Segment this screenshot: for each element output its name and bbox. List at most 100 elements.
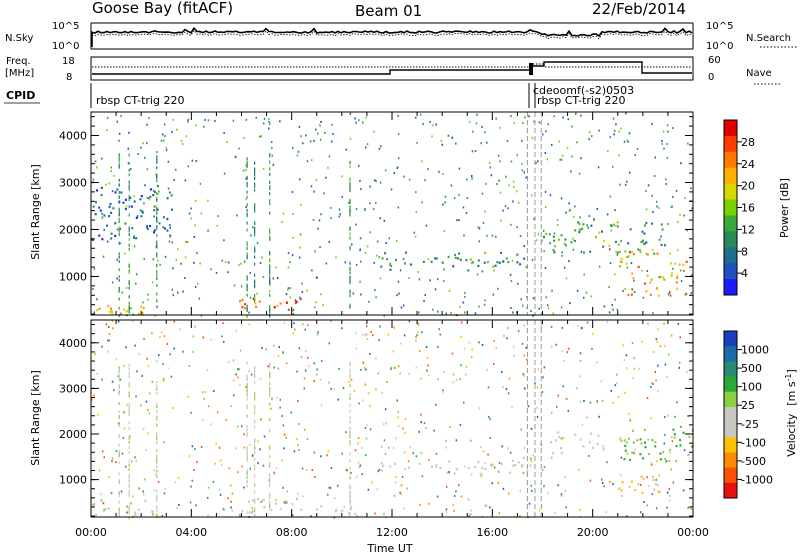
beam-title: Beam 01 bbox=[355, 2, 422, 20]
heatmap-cell bbox=[481, 270, 484, 273]
heatmap-cell bbox=[116, 277, 118, 280]
heatmap-cell bbox=[269, 228, 271, 232]
heatmap-cell bbox=[685, 260, 688, 263]
heatmap-cell bbox=[256, 292, 258, 295]
heatmap-cell bbox=[246, 484, 248, 488]
heatmap-cell bbox=[668, 291, 671, 294]
heatmap-cell bbox=[254, 246, 256, 250]
heatmap-cell bbox=[545, 296, 548, 299]
heatmap-cell bbox=[530, 428, 533, 430]
heatmap-cell bbox=[301, 467, 304, 470]
heatmap-cell bbox=[116, 188, 119, 191]
heatmap-cell bbox=[265, 348, 267, 351]
heatmap-cell bbox=[306, 469, 308, 472]
heatmap-cell bbox=[626, 515, 628, 518]
heatmap-cell bbox=[448, 460, 450, 463]
heatmap-cell bbox=[296, 154, 299, 157]
heatmap-cell bbox=[168, 191, 171, 194]
heatmap-cell bbox=[578, 231, 581, 234]
y-tick-label: 2000 bbox=[59, 428, 87, 441]
heatmap-cell bbox=[690, 274, 693, 277]
heatmap-cell bbox=[110, 237, 113, 240]
heatmap-cell bbox=[118, 200, 120, 204]
heatmap-cell bbox=[491, 463, 494, 466]
heatmap-cell bbox=[254, 294, 256, 298]
heatmap-cell bbox=[146, 142, 148, 145]
heatmap-cell bbox=[492, 265, 495, 268]
heatmap-cell bbox=[306, 289, 308, 292]
heatmap-cell bbox=[447, 255, 450, 258]
heatmap-cell bbox=[126, 505, 129, 508]
heatmap-cell bbox=[246, 163, 248, 167]
heatmap-cell bbox=[268, 123, 271, 126]
heatmap-cell bbox=[625, 354, 628, 357]
heatmap-cell bbox=[355, 223, 357, 226]
heatmap-cell bbox=[611, 304, 613, 307]
heatmap-cell bbox=[315, 276, 318, 279]
heatmap-cell bbox=[101, 157, 103, 160]
heatmap-cell bbox=[327, 166, 329, 169]
heatmap-cell bbox=[130, 205, 133, 208]
heatmap-cell bbox=[415, 191, 417, 194]
heatmap-cell bbox=[642, 239, 644, 242]
heatmap-cell bbox=[243, 433, 245, 436]
heatmap-cell bbox=[631, 250, 634, 254]
heatmap-cell bbox=[262, 464, 265, 467]
heatmap-cell bbox=[353, 390, 356, 392]
heatmap-cell bbox=[156, 198, 158, 202]
heatmap-cell bbox=[600, 380, 602, 383]
heatmap-cell bbox=[573, 215, 575, 218]
heatmap-cell bbox=[238, 368, 240, 371]
heatmap-cell bbox=[624, 288, 626, 290]
heatmap-cell bbox=[195, 504, 197, 507]
heatmap-cell bbox=[146, 168, 149, 171]
heatmap-cell bbox=[254, 366, 256, 370]
heatmap-cell bbox=[666, 124, 669, 127]
heatmap-cell bbox=[349, 207, 351, 211]
heatmap-cell bbox=[134, 344, 136, 347]
heatmap-cell bbox=[156, 277, 158, 281]
heatmap-cell bbox=[549, 242, 551, 245]
heatmap-cell bbox=[152, 189, 155, 192]
heatmap-cell bbox=[268, 479, 270, 482]
heatmap-cell bbox=[360, 188, 362, 191]
heatmap-cell bbox=[163, 492, 166, 495]
heatmap-cell bbox=[368, 300, 370, 303]
heatmap-cell bbox=[501, 370, 503, 373]
heatmap-cell bbox=[269, 387, 271, 390]
heatmap-cell bbox=[169, 226, 171, 229]
heatmap-cell bbox=[128, 485, 130, 488]
heatmap-cell bbox=[248, 511, 251, 514]
heatmap-cell bbox=[114, 191, 117, 194]
heatmap-cell bbox=[277, 367, 280, 370]
heatmap-cell bbox=[350, 379, 353, 381]
heatmap-cell bbox=[598, 415, 600, 418]
heatmap-cell bbox=[677, 323, 680, 325]
nsearch-tick-high: 10^5 bbox=[706, 21, 733, 32]
heatmap-cell bbox=[249, 443, 251, 446]
heatmap-cell bbox=[101, 345, 103, 348]
heatmap-cell bbox=[375, 201, 377, 204]
heatmap-cell bbox=[281, 221, 283, 224]
heatmap-cell bbox=[586, 321, 589, 324]
heatmap-cell bbox=[299, 298, 302, 301]
heatmap-cell bbox=[616, 221, 619, 224]
heatmap-cell bbox=[558, 140, 560, 143]
heatmap-cell bbox=[646, 504, 648, 507]
heatmap-cell bbox=[169, 234, 172, 237]
heatmap-cell bbox=[171, 288, 174, 291]
heatmap-cell bbox=[397, 416, 399, 419]
heatmap-cell bbox=[432, 308, 434, 311]
heatmap-cell bbox=[320, 293, 322, 296]
heatmap-cell bbox=[626, 139, 628, 142]
heatmap-cell bbox=[420, 413, 422, 416]
heatmap-cell bbox=[119, 312, 122, 315]
heatmap-cell bbox=[254, 464, 256, 468]
heatmap-cell bbox=[365, 437, 368, 440]
y-tick-label: 1000 bbox=[59, 270, 87, 283]
heatmap-cell bbox=[118, 314, 120, 318]
heatmap-cell bbox=[388, 446, 390, 449]
heatmap-cell bbox=[156, 273, 158, 277]
